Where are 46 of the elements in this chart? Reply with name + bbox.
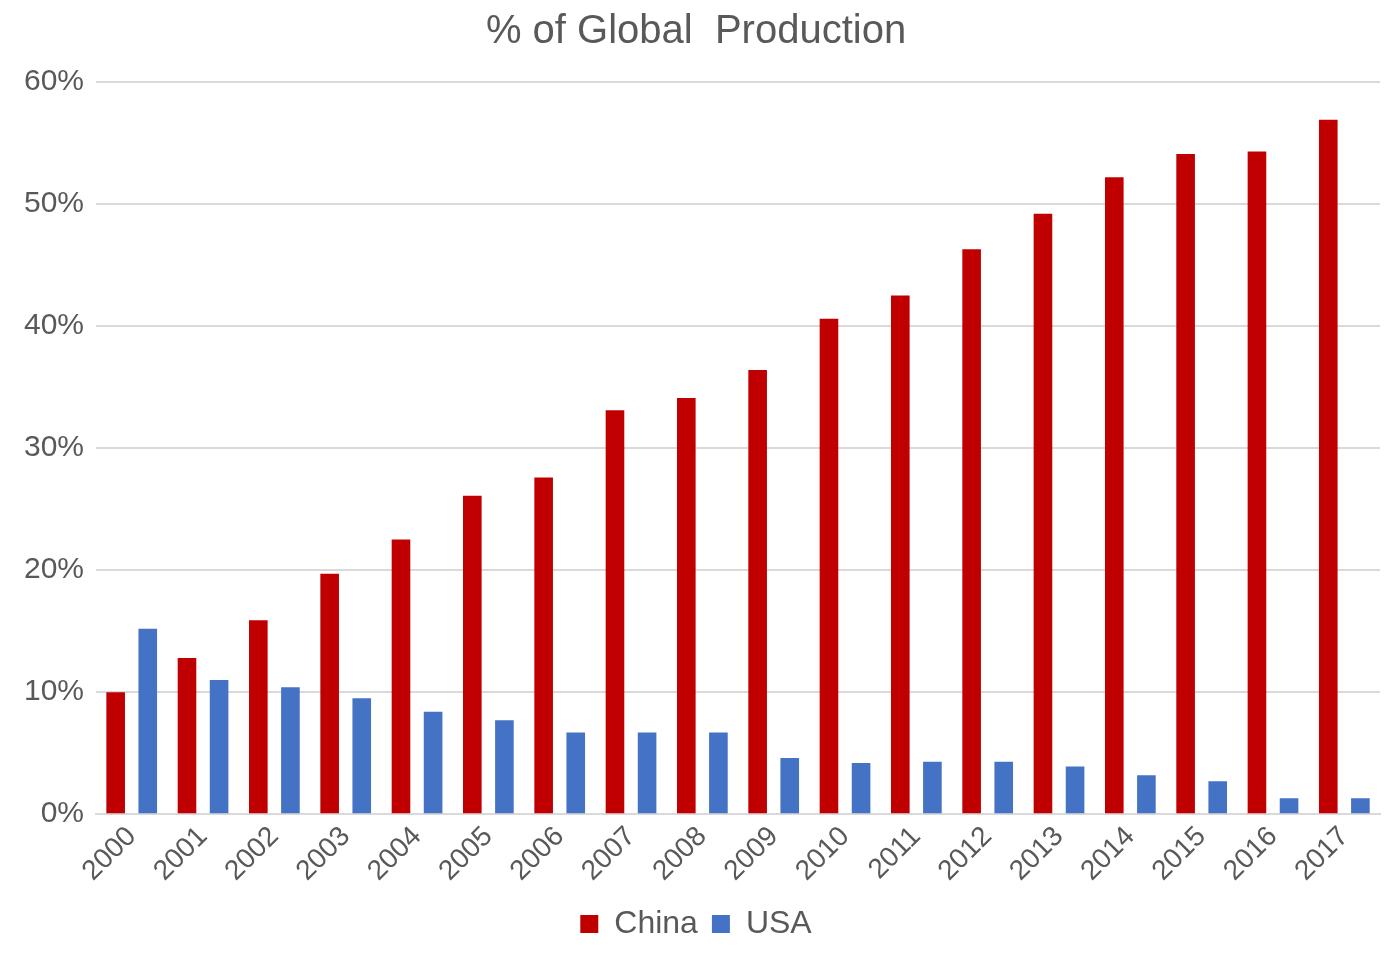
y-tick-label: 50%	[24, 185, 85, 219]
y-tick-label: 10%	[24, 673, 85, 707]
bar	[209, 679, 229, 814]
bar	[1065, 766, 1085, 814]
bar	[637, 732, 657, 814]
bar	[352, 698, 372, 814]
bar	[851, 762, 871, 814]
bar	[962, 249, 981, 814]
bar	[534, 477, 553, 814]
bar	[1137, 775, 1156, 814]
bar	[249, 620, 268, 814]
bar	[1208, 781, 1228, 814]
bar	[320, 573, 339, 814]
bar	[423, 711, 443, 814]
legend-label: USA	[745, 903, 813, 940]
bar	[138, 628, 158, 814]
bar	[1279, 798, 1299, 814]
bar	[566, 732, 586, 814]
y-tick-label: 30%	[24, 429, 85, 463]
chart-title: % of Global Production	[485, 7, 907, 52]
bar	[463, 495, 482, 814]
bar	[1033, 213, 1053, 814]
bar	[780, 758, 800, 814]
y-tick-label: 20%	[24, 551, 85, 585]
bar	[1351, 798, 1370, 814]
bar	[994, 761, 1014, 814]
bar	[1176, 154, 1195, 814]
bar	[1104, 177, 1124, 814]
bar	[281, 687, 300, 814]
bar	[748, 370, 767, 814]
bar	[106, 692, 125, 814]
y-tick-label: 60%	[24, 63, 85, 97]
bar	[495, 720, 514, 814]
bar	[890, 295, 910, 814]
bar	[677, 398, 696, 814]
bar	[605, 410, 625, 814]
y-tick-label: 0%	[40, 795, 85, 829]
bar	[177, 657, 197, 814]
bar	[391, 539, 411, 814]
y-tick-label: 40%	[24, 307, 85, 341]
bar	[923, 761, 942, 814]
legend-label: China	[614, 903, 699, 940]
bar	[1318, 119, 1338, 814]
bar	[1247, 151, 1267, 814]
bar	[819, 318, 839, 814]
bar	[709, 732, 728, 814]
